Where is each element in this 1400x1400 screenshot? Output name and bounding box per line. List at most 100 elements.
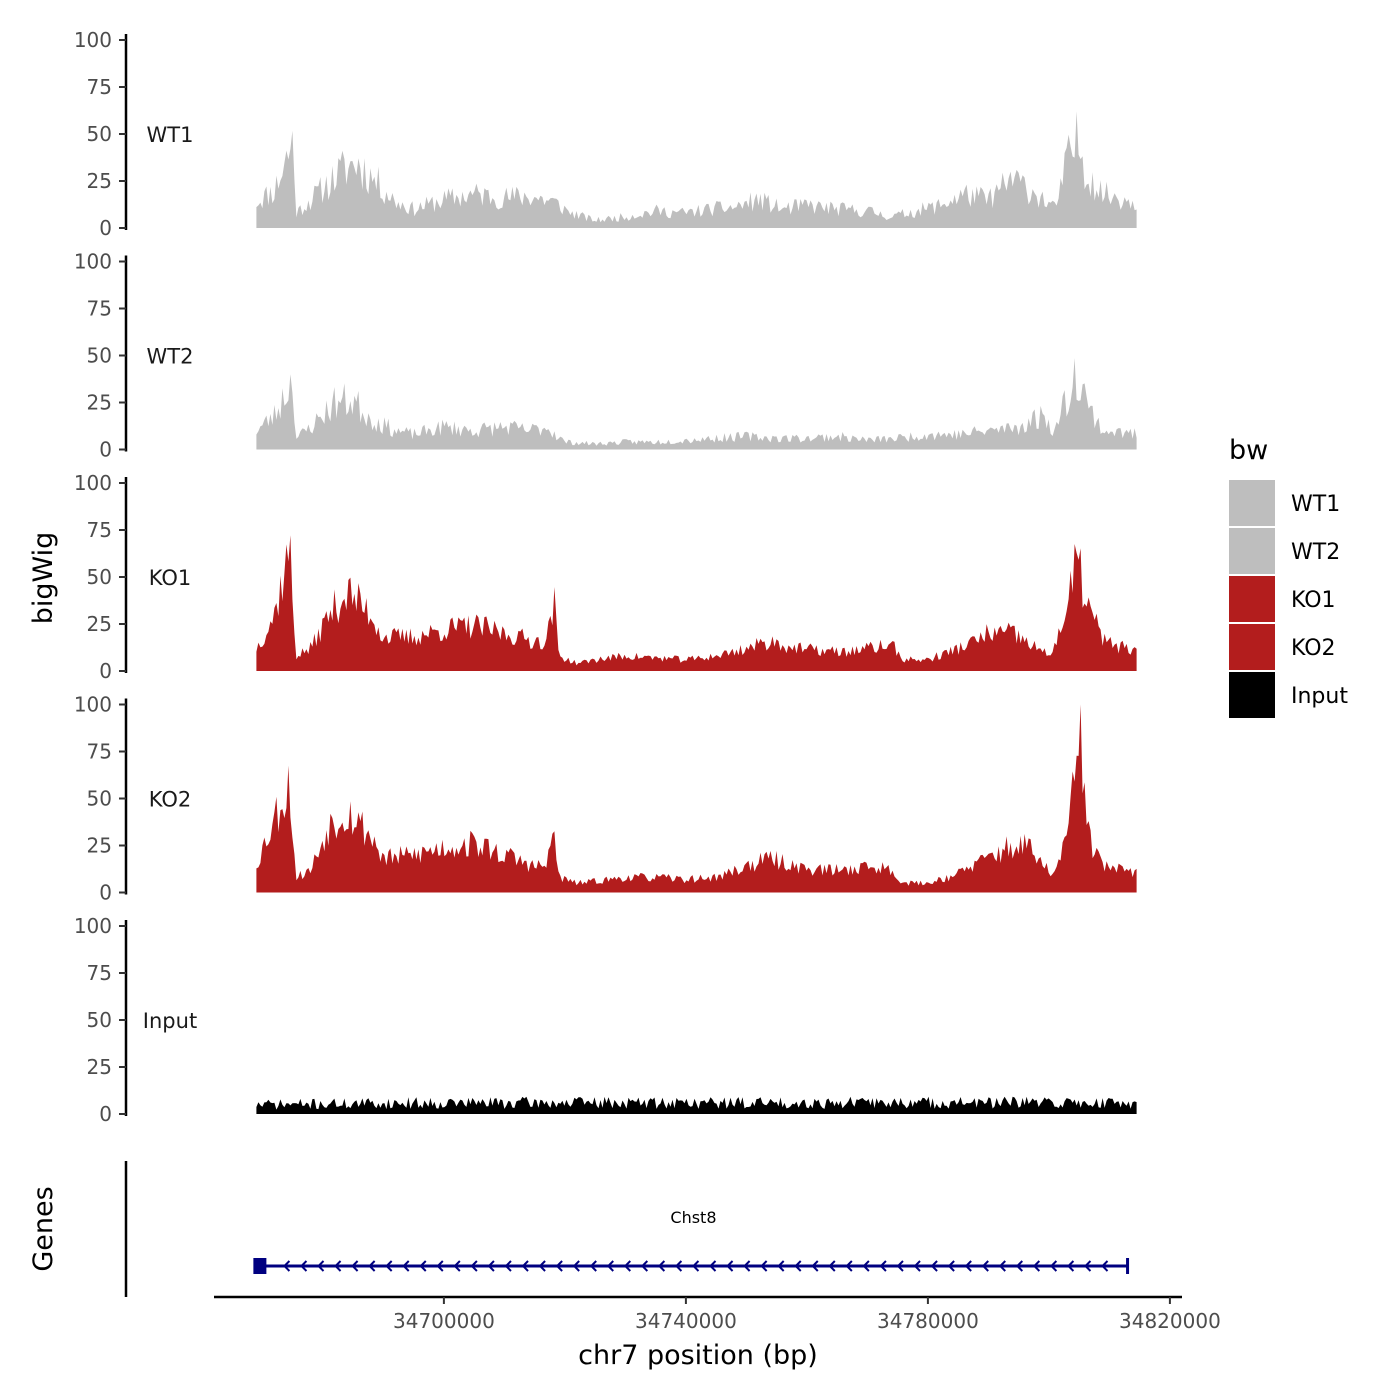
strand-arrow bbox=[1015, 1260, 1023, 1272]
legend-item-input: Input bbox=[1229, 672, 1348, 718]
signal-area-wt2 bbox=[256, 358, 1137, 450]
y-tick-label: 25 bbox=[87, 834, 112, 858]
strand-arrow bbox=[589, 1260, 597, 1272]
x-tick-label: 34740000 bbox=[635, 1309, 737, 1333]
y-tick-label: 0 bbox=[99, 881, 112, 905]
strand-arrow bbox=[896, 1260, 904, 1272]
track-label-ko2: KO2 bbox=[149, 788, 192, 812]
strand-arrow bbox=[470, 1260, 478, 1272]
y-axis-title: bigWig bbox=[28, 532, 59, 625]
gene-chst8: Chst8 bbox=[253, 1208, 1130, 1274]
y-tick-label: 100 bbox=[74, 914, 112, 938]
strand-arrow bbox=[692, 1260, 700, 1272]
strand-arrow bbox=[726, 1260, 734, 1272]
strand-arrow bbox=[675, 1260, 683, 1272]
strand-arrow bbox=[1084, 1260, 1092, 1272]
strand-arrow bbox=[998, 1260, 1006, 1272]
strand-arrow bbox=[981, 1260, 989, 1272]
signal-area-input bbox=[256, 1096, 1137, 1114]
signal-area-wt1 bbox=[256, 111, 1137, 228]
track-label-wt2: WT2 bbox=[147, 345, 194, 369]
strand-arrow bbox=[845, 1260, 853, 1272]
strand-arrow bbox=[811, 1260, 819, 1272]
y-tick-label: 0 bbox=[99, 659, 112, 683]
y-tick-label: 25 bbox=[87, 391, 112, 415]
track-wt1: 0 25 50 75 100 WT1 bbox=[74, 28, 1137, 240]
strand-arrow bbox=[1049, 1260, 1058, 1272]
legend-label: KO1 bbox=[1291, 588, 1336, 613]
x-tick-label: 34700000 bbox=[393, 1309, 495, 1333]
strand-arrow bbox=[947, 1260, 955, 1272]
strand-arrow bbox=[487, 1260, 495, 1272]
y-tick-label: 50 bbox=[87, 122, 112, 146]
strand-arrow bbox=[334, 1260, 342, 1272]
x-axis-title: chr7 position (bp) bbox=[578, 1340, 818, 1371]
legend-item-wt2: WT2 bbox=[1229, 528, 1340, 574]
strand-arrow bbox=[351, 1260, 359, 1272]
strand-arrow bbox=[623, 1260, 631, 1272]
x-tick-label: 34820000 bbox=[1119, 1309, 1221, 1333]
x-axis: 34700000 34740000 34780000 34820000 bbox=[214, 1295, 1221, 1333]
track-ko1: 0 25 50 75 100 KO1 bbox=[74, 471, 1137, 683]
legend-label: Input bbox=[1291, 684, 1348, 709]
track-wt2: 0 25 50 75 100 WT2 bbox=[74, 250, 1137, 462]
y-tick-label: 75 bbox=[87, 297, 112, 321]
track-label-ko1: KO1 bbox=[149, 566, 192, 590]
strand-arrow bbox=[794, 1260, 802, 1272]
genes-axis-title: Genes bbox=[28, 1186, 59, 1271]
strand-arrow bbox=[572, 1260, 580, 1272]
strand-arrow bbox=[283, 1260, 291, 1272]
legend-item-wt1: WT1 bbox=[1229, 480, 1340, 526]
signal-area-ko2 bbox=[256, 704, 1137, 893]
legend-label: KO2 bbox=[1291, 636, 1336, 661]
strand-arrow bbox=[606, 1260, 614, 1272]
y-tick-label: 50 bbox=[87, 787, 112, 811]
track-input: 0 25 50 75 100 Input bbox=[74, 914, 1137, 1126]
strand-arrow bbox=[828, 1260, 836, 1272]
strand-arrow bbox=[419, 1260, 427, 1272]
strand-arrow bbox=[760, 1260, 768, 1272]
strand-arrow bbox=[402, 1260, 410, 1272]
legend-label: WT2 bbox=[1291, 540, 1340, 565]
strand-arrow bbox=[504, 1260, 512, 1272]
legend-swatch bbox=[1229, 528, 1275, 574]
y-tick-label: 100 bbox=[74, 693, 112, 717]
legend-title: bw bbox=[1229, 435, 1268, 466]
y-tick-label: 50 bbox=[87, 344, 112, 368]
y-tick-label: 100 bbox=[74, 471, 112, 495]
x-tick-label: 34780000 bbox=[877, 1309, 979, 1333]
strand-arrow bbox=[777, 1260, 785, 1272]
y-tick-label: 0 bbox=[99, 216, 112, 240]
y-tick-label: 100 bbox=[74, 250, 112, 274]
strand-arrow bbox=[385, 1260, 393, 1272]
strand-arrow bbox=[743, 1260, 751, 1272]
legend: bw WT1 WT2 KO1 KO2 Input bbox=[1229, 435, 1348, 718]
tracks-layer: 0255075100WT10255075100WT20255075100KO10… bbox=[74, 28, 1137, 1126]
gene-exon bbox=[253, 1258, 267, 1274]
strand-arrow bbox=[930, 1260, 938, 1272]
y-tick-label: 50 bbox=[87, 1008, 112, 1032]
strand-arrow bbox=[913, 1260, 921, 1272]
track-label-wt1: WT1 bbox=[147, 123, 194, 147]
strand-arrow bbox=[555, 1260, 563, 1272]
y-tick-label: 0 bbox=[99, 438, 112, 462]
strand-arrow bbox=[862, 1260, 870, 1272]
strand-arrow bbox=[640, 1260, 649, 1272]
y-tick-label: 0 bbox=[99, 1102, 112, 1126]
y-tick-label: 25 bbox=[87, 612, 112, 636]
strand-arrow bbox=[964, 1260, 972, 1272]
strand-arrow bbox=[538, 1260, 546, 1272]
y-tick-label: 50 bbox=[87, 565, 112, 589]
y-tick-label: 75 bbox=[87, 961, 112, 985]
y-tick-label: 75 bbox=[87, 518, 112, 542]
strand-arrow bbox=[300, 1260, 308, 1272]
y-tick-label: 75 bbox=[87, 740, 112, 764]
gene-label: Chst8 bbox=[670, 1208, 716, 1227]
strand-arrow bbox=[317, 1260, 325, 1272]
legend-item-ko2: KO2 bbox=[1229, 624, 1336, 670]
strand-arrow bbox=[709, 1260, 717, 1272]
track-ko2: 0 25 50 75 100 KO2 bbox=[74, 693, 1137, 905]
strand-arrow bbox=[1101, 1260, 1109, 1272]
y-tick-label: 25 bbox=[87, 169, 112, 193]
